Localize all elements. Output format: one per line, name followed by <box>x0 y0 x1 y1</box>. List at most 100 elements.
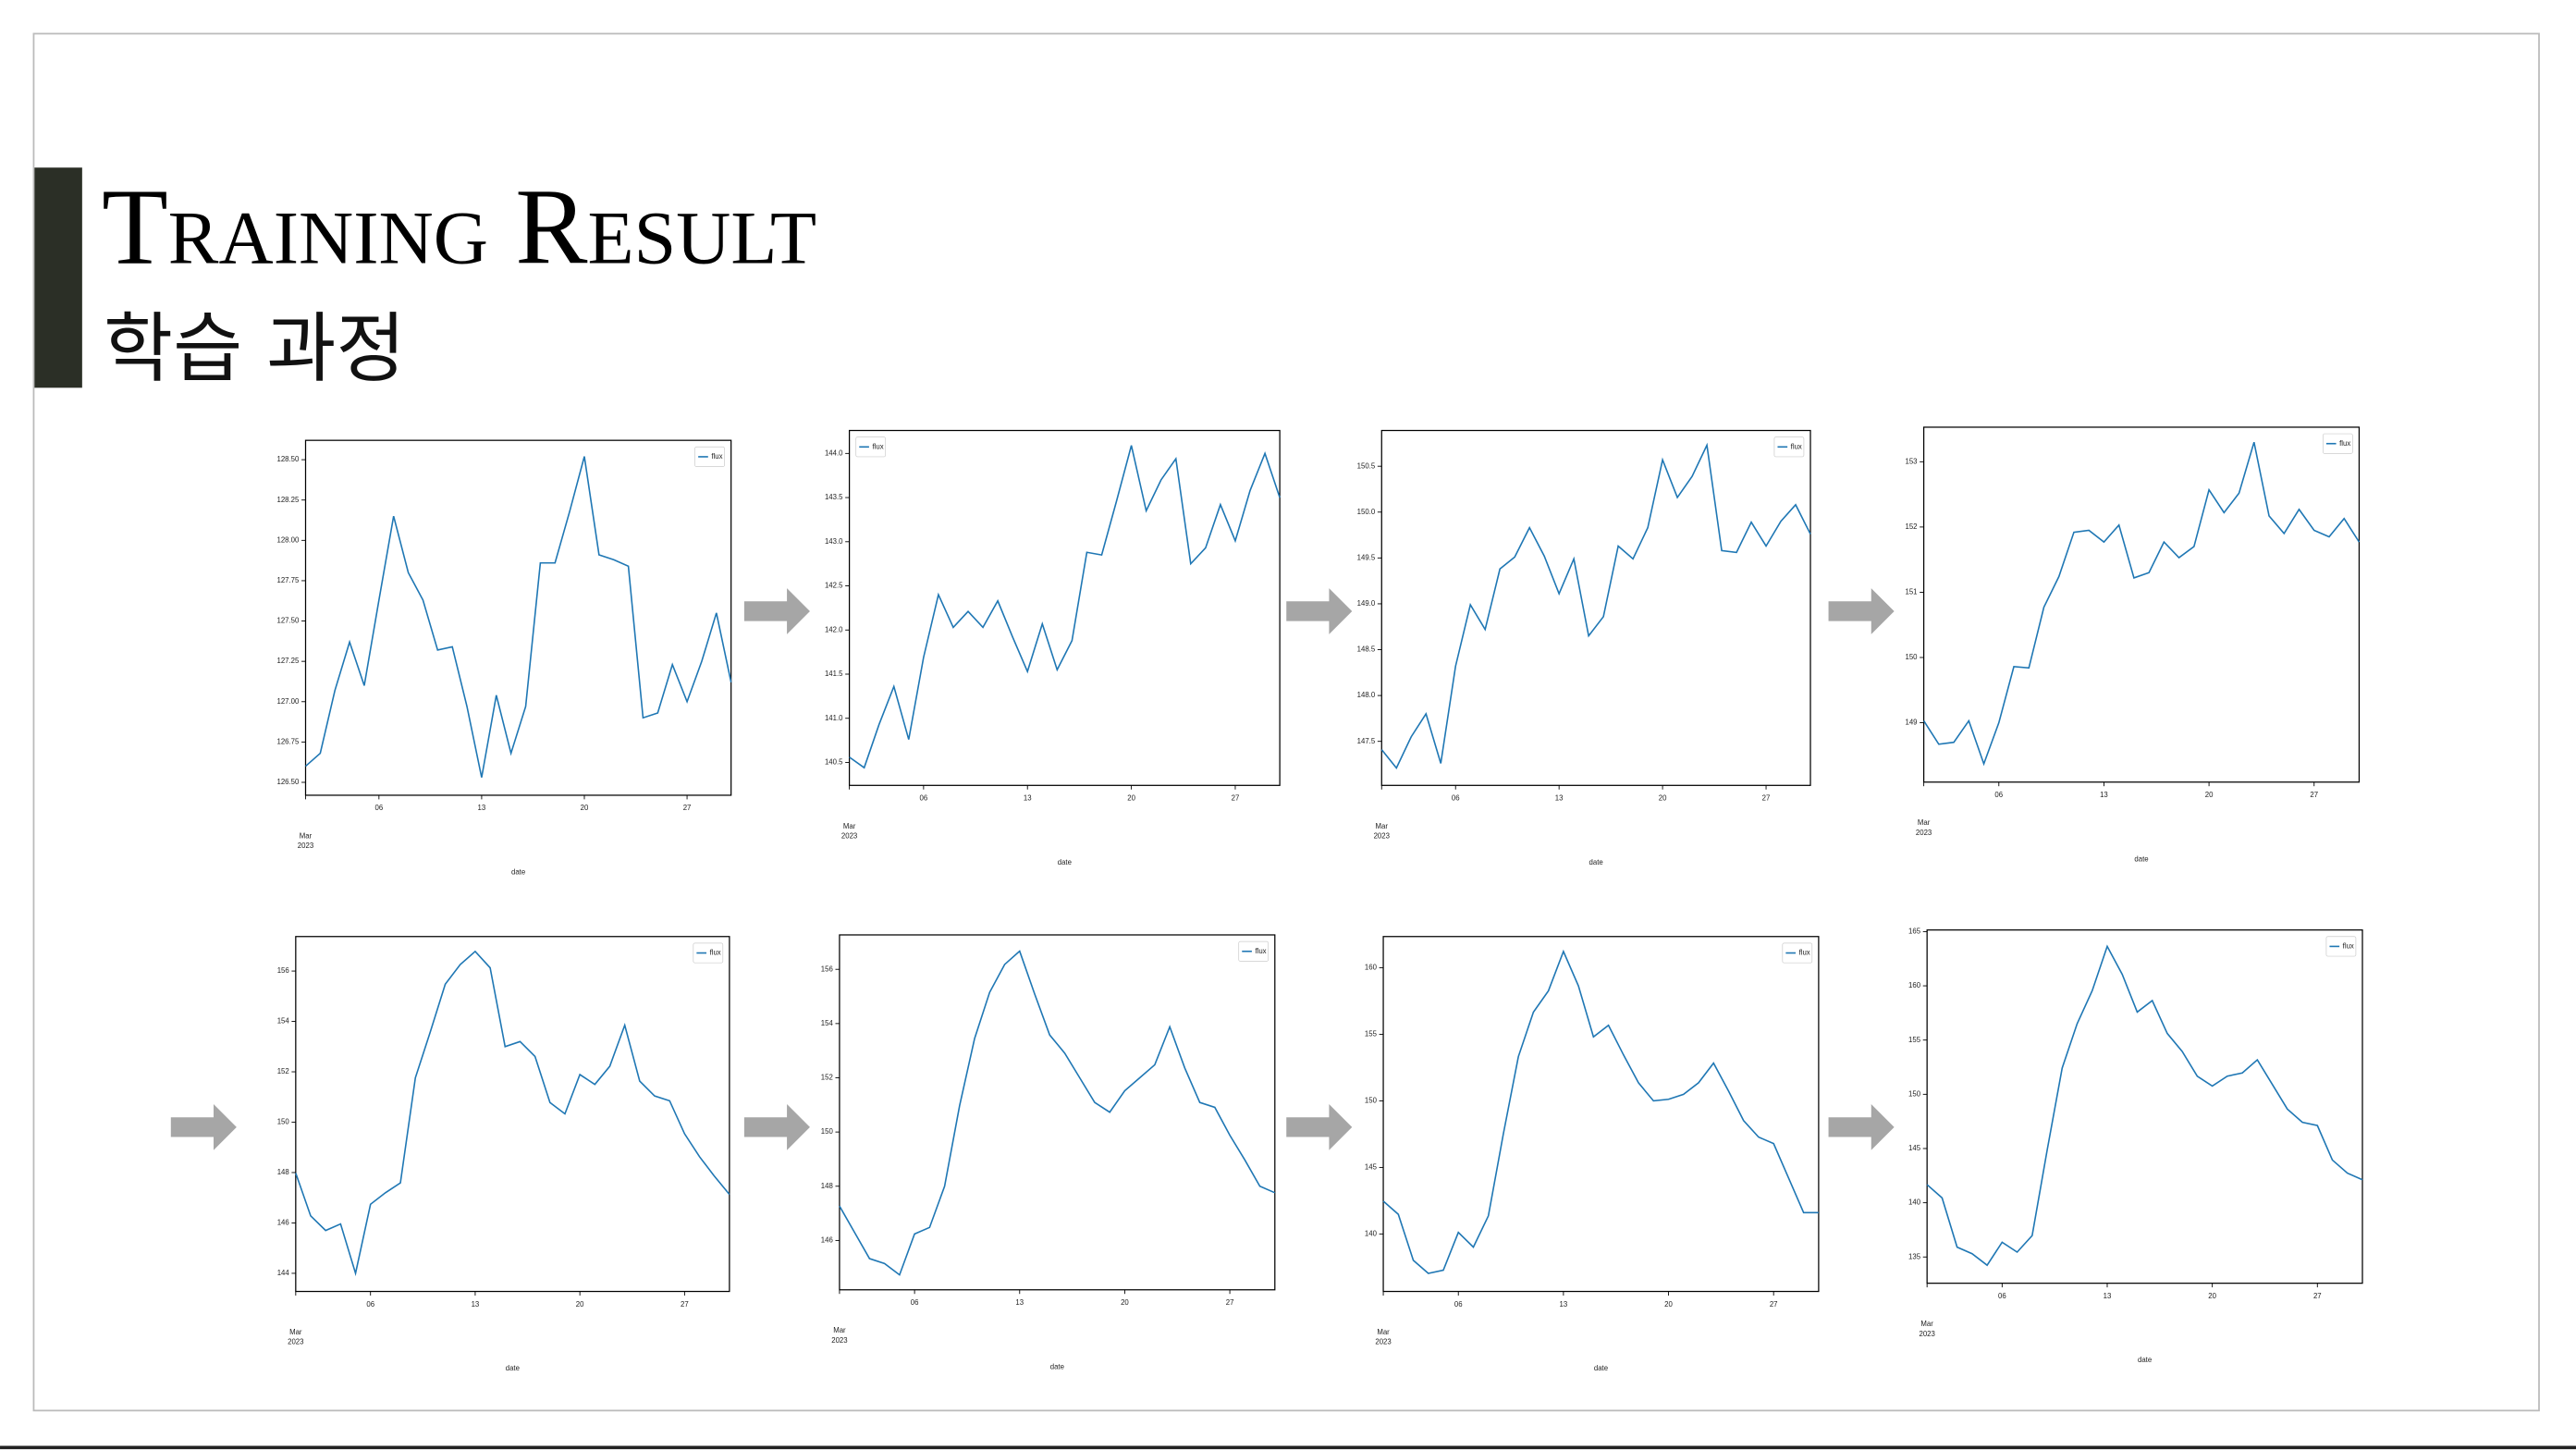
y-tick-label: 141.5 <box>825 670 843 678</box>
y-tick-label: 154 <box>277 1017 290 1026</box>
legend-label: flux <box>710 949 721 957</box>
plot-area <box>1922 426 2361 783</box>
data-line <box>1922 441 2361 767</box>
plot-area <box>1926 929 2363 1284</box>
x-axis-label: date <box>1058 858 1072 866</box>
data-line <box>1382 949 1819 1274</box>
data-line <box>1380 442 1811 769</box>
legend-box <box>1238 940 1270 962</box>
x-tick-label: 20 <box>2205 791 2214 799</box>
y-tick-label: 155 <box>1365 1030 1378 1038</box>
data-line <box>295 950 730 1277</box>
y-tick-label: 149.0 <box>1357 599 1376 608</box>
plot-area <box>1380 429 1811 786</box>
legend-box <box>2323 433 2353 454</box>
plot-area <box>304 439 732 796</box>
x-tick-label: 13 <box>1560 1300 1568 1309</box>
y-tick-label: 145 <box>1908 1144 1921 1152</box>
y-tick-label: 147.5 <box>1357 737 1376 745</box>
data-line <box>304 456 732 778</box>
x-tick-label: Mar <box>300 831 313 840</box>
legend-label: flux <box>2343 941 2354 950</box>
x-tick-label: 13 <box>2100 791 2108 799</box>
data-line <box>1926 944 2363 1267</box>
x-axis-label: date <box>2134 854 2148 863</box>
x-tick-year: 2023 <box>298 842 313 850</box>
y-tick-label: 126.75 <box>277 737 301 745</box>
x-tick-label: 06 <box>366 1300 374 1309</box>
y-tick-label: 165 <box>1908 927 1921 935</box>
x-tick-label: 06 <box>1998 1292 2006 1300</box>
y-tick-label: 144 <box>277 1269 290 1277</box>
flow-arrow <box>1828 1103 1895 1150</box>
slide-title: Training Result <box>102 167 816 287</box>
legend-label: flux <box>2339 439 2350 448</box>
y-tick-label: 148.5 <box>1357 645 1376 654</box>
x-tick-label: Mar <box>1376 822 1389 830</box>
x-tick-label: 20 <box>1121 1298 1129 1307</box>
legend-box <box>1782 942 1813 964</box>
y-tick-label: 150.0 <box>1357 508 1376 516</box>
y-tick-label: 148.0 <box>1357 691 1376 699</box>
x-tick-label: Mar <box>289 1328 302 1336</box>
y-tick-label: 154 <box>821 1019 834 1027</box>
legend-label: flux <box>1791 442 1802 450</box>
x-tick-label: 27 <box>1762 794 1771 803</box>
y-tick-label: 156 <box>277 966 289 975</box>
y-tick-label: 149 <box>1905 719 1917 727</box>
y-tick-label: 126.50 <box>277 778 301 786</box>
x-tick-year: 2023 <box>841 831 857 840</box>
y-tick-label: 155 <box>1908 1036 1921 1044</box>
flow-arrow <box>1286 1103 1353 1150</box>
y-tick-label: 148 <box>277 1168 289 1176</box>
x-tick-year: 2023 <box>831 1336 847 1345</box>
x-tick-year: 2023 <box>1919 1330 1934 1338</box>
x-tick-label: 13 <box>478 804 486 812</box>
y-tick-label: 142.5 <box>825 582 843 590</box>
y-tick-label: 127.00 <box>277 697 301 706</box>
y-tick-label: 156 <box>821 965 833 973</box>
x-axis-label: date <box>2138 1356 2152 1364</box>
y-tick-label: 150.5 <box>1357 461 1376 470</box>
plot-area <box>1382 936 1820 1293</box>
legend-label: flux <box>1255 947 1266 955</box>
legend-box <box>1773 436 1805 458</box>
y-tick-label: 128.00 <box>277 535 301 544</box>
y-tick-label: 127.50 <box>277 617 301 625</box>
x-tick-year: 2023 <box>1916 829 1932 837</box>
y-tick-label: 128.50 <box>277 455 301 463</box>
x-tick-year: 2023 <box>288 1338 303 1346</box>
y-tick-label: 148 <box>821 1182 833 1190</box>
y-tick-label: 127.25 <box>277 657 301 665</box>
y-tick-label: 127.75 <box>277 576 301 584</box>
x-tick-label: Mar <box>1377 1328 1390 1336</box>
x-axis-label: date <box>506 1364 520 1372</box>
x-tick-label: 20 <box>581 804 589 812</box>
y-tick-label: 153 <box>1905 457 1917 465</box>
y-tick-label: 140 <box>1365 1229 1378 1237</box>
x-tick-label: 13 <box>1015 1298 1024 1307</box>
arrows <box>170 588 1895 1150</box>
y-tick-label: 143.0 <box>825 537 843 546</box>
x-tick-label: 06 <box>374 804 383 812</box>
plot-area <box>295 936 730 1293</box>
y-tick-label: 150 <box>1905 653 1918 661</box>
data-line <box>839 950 1276 1276</box>
y-tick-label: 135 <box>1908 1252 1921 1260</box>
flow-arrow <box>1828 588 1895 634</box>
y-tick-label: 128.25 <box>277 496 301 504</box>
x-tick-label: 27 <box>681 1300 689 1309</box>
legend-label: flux <box>872 442 883 450</box>
accent-bar <box>34 167 82 388</box>
y-tick-label: 151 <box>1905 588 1917 596</box>
x-tick-label: 13 <box>1024 794 1032 803</box>
y-tick-label: 152 <box>277 1067 289 1075</box>
x-tick-label: Mar <box>833 1326 846 1334</box>
x-axis-label: date <box>1050 1362 1064 1370</box>
legend-box <box>855 436 887 458</box>
x-axis-label: date <box>1589 858 1603 866</box>
x-tick-label: 20 <box>576 1300 584 1309</box>
flow-arrow <box>743 588 810 634</box>
x-tick-label: 27 <box>2310 791 2318 799</box>
x-tick-label: 06 <box>920 794 928 803</box>
